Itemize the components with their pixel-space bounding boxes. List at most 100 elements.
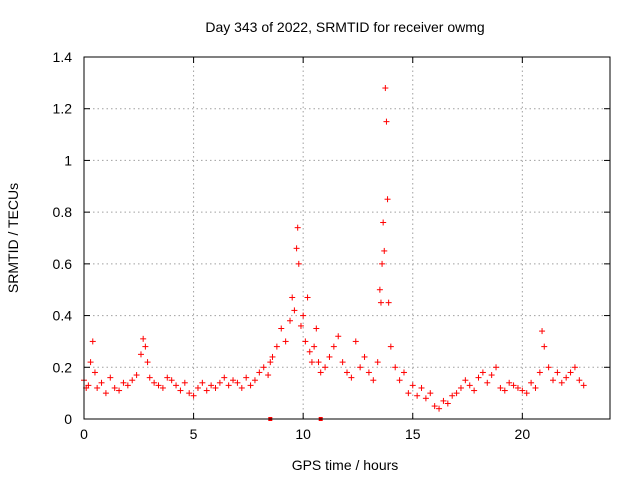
data-point: [379, 260, 386, 267]
x-tick-label: 15: [405, 426, 421, 442]
data-point: [523, 390, 530, 397]
data-point: [449, 392, 456, 399]
x-axis-label: GPS time / hours: [292, 457, 399, 473]
data-point: [313, 325, 320, 332]
data-point: [427, 390, 434, 397]
data-point: [230, 377, 237, 384]
data-point: [302, 338, 309, 345]
data-point: [382, 85, 389, 92]
data-point: [304, 294, 311, 301]
data-point: [91, 369, 98, 376]
data-point: [384, 196, 391, 203]
data-point: [216, 379, 223, 386]
data-point: [107, 374, 114, 381]
data-point: [532, 384, 539, 391]
data-point: [116, 387, 123, 394]
data-point: [168, 377, 175, 384]
data-point: [501, 387, 508, 394]
data-point: [140, 335, 147, 342]
data-point: [159, 384, 166, 391]
data-point: [251, 377, 258, 384]
data-point: [536, 369, 543, 376]
data-point: [576, 377, 583, 384]
data-point: [326, 353, 333, 360]
data-point: [247, 382, 254, 389]
data-point: [488, 372, 495, 379]
data-point: [98, 379, 105, 386]
data-point: [294, 224, 301, 231]
data-point: [361, 353, 368, 360]
data-point: [212, 384, 219, 391]
data-point: [238, 384, 245, 391]
data-point: [315, 359, 322, 366]
data-point: [199, 379, 206, 386]
data-point: [550, 377, 557, 384]
data-point: [539, 328, 546, 335]
data-point: [124, 382, 131, 389]
data-point: [155, 382, 162, 389]
data-point: [376, 286, 383, 293]
data-point: [580, 382, 587, 389]
data-point: [335, 333, 342, 340]
data-point: [120, 379, 127, 386]
data-point: [554, 369, 561, 376]
data-point: [528, 379, 535, 386]
data-point: [306, 348, 313, 355]
data-point: [225, 382, 232, 389]
y-tick-label: 0.2: [53, 359, 73, 375]
data-point: [405, 390, 412, 397]
data-point: [221, 374, 228, 381]
data-point: [567, 369, 574, 376]
data-point: [377, 299, 384, 306]
y-tick-label: 1: [64, 152, 72, 168]
y-tick-label: 0.8: [53, 204, 73, 220]
y-tick-label: 0.4: [53, 308, 73, 324]
data-point: [322, 364, 329, 371]
data-point: [558, 379, 565, 386]
data-point: [352, 338, 359, 345]
data-point: [385, 299, 392, 306]
data-point: [571, 364, 578, 371]
data-point: [137, 351, 144, 358]
data-point: [194, 384, 201, 391]
data-point: [144, 359, 151, 366]
data-point: [383, 118, 390, 125]
data-point: [422, 395, 429, 402]
data-point: [519, 387, 526, 394]
x-tick-label: 0: [80, 426, 88, 442]
plot-frame: [83, 56, 611, 420]
data-point: [146, 374, 153, 381]
data-point: [87, 359, 94, 366]
data-point: [479, 369, 486, 376]
data-point: [381, 247, 388, 254]
data-point: [471, 387, 478, 394]
data-point: [466, 382, 473, 389]
data-point: [256, 369, 263, 376]
data-point: [94, 384, 101, 391]
data-point: [269, 353, 276, 360]
data-point: [440, 397, 447, 404]
data-point: [164, 374, 171, 381]
data-point: [287, 317, 294, 324]
data-point: [260, 364, 267, 371]
data-point: [493, 364, 500, 371]
data-point: [177, 387, 184, 394]
data-point: [418, 384, 425, 391]
data-point: [374, 359, 381, 366]
data-point: [111, 384, 118, 391]
data-point: [297, 322, 304, 329]
data-point: [436, 405, 443, 412]
data-point: [289, 294, 296, 301]
data-point: [311, 343, 318, 350]
data-point: [506, 379, 513, 386]
data-point: [203, 387, 210, 394]
data-point: [444, 400, 451, 407]
data-point: [133, 372, 140, 379]
y-tick-label: 1.4: [53, 49, 73, 65]
data-point: [102, 390, 109, 397]
data-point: [208, 382, 215, 389]
data-point: [409, 382, 416, 389]
data-point: [129, 377, 136, 384]
data-point: [462, 377, 469, 384]
data-point: [453, 390, 460, 397]
